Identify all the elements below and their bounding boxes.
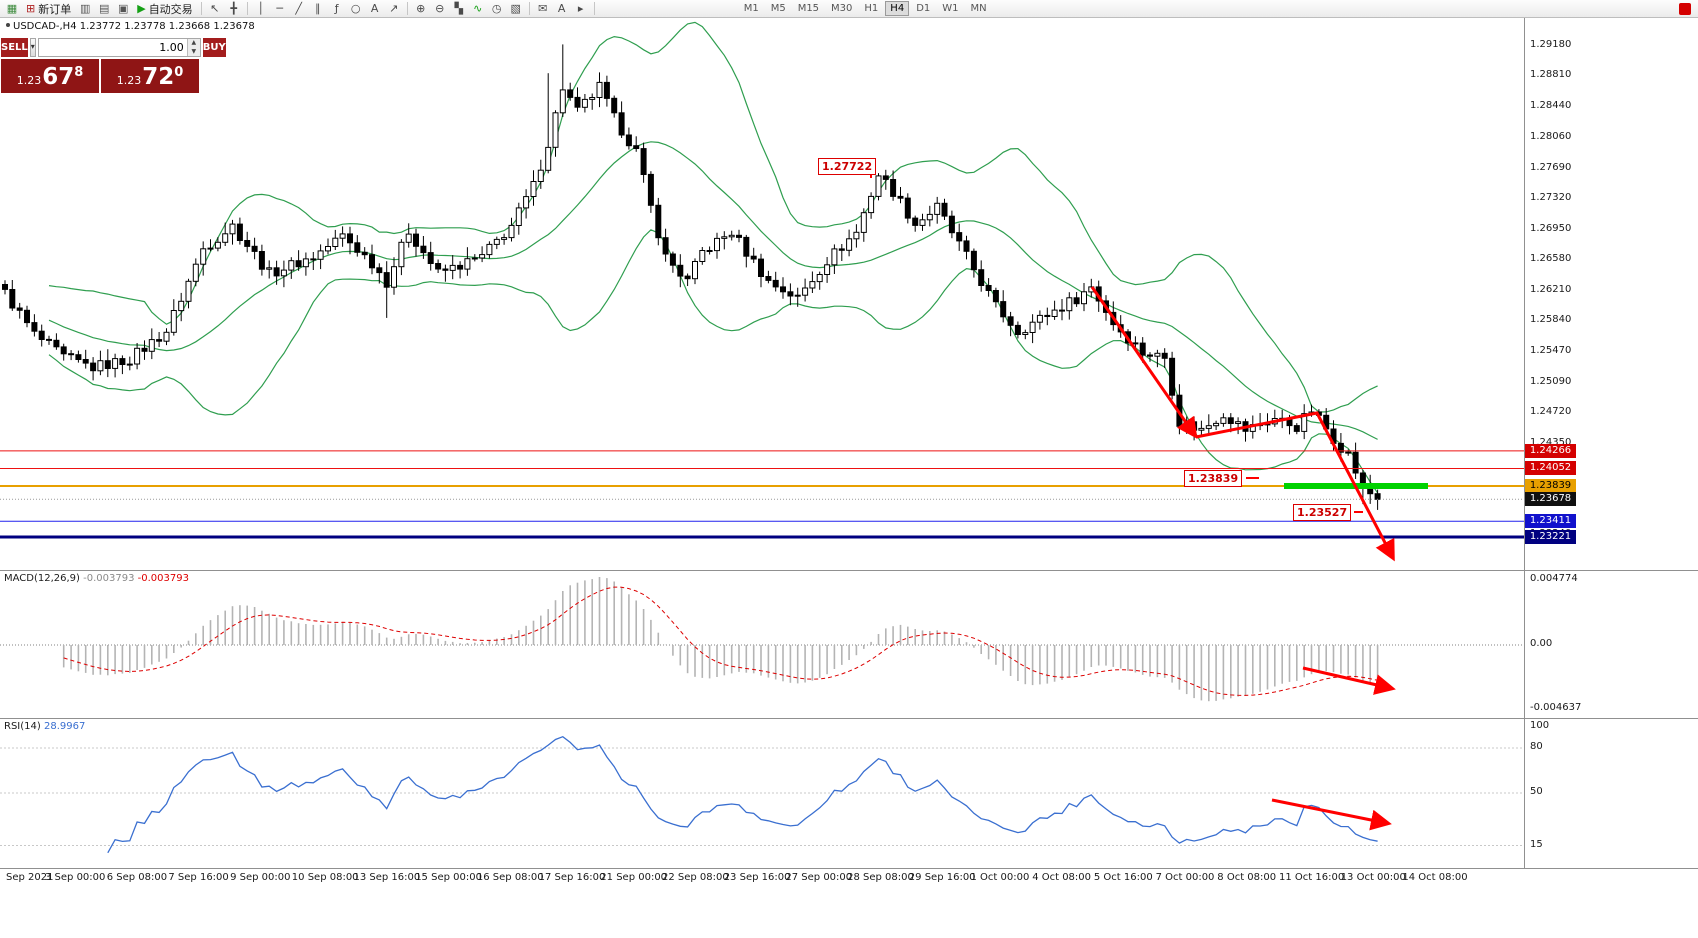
timeframe-m30[interactable]: M30 bbox=[831, 3, 853, 14]
timeframe-w1[interactable]: W1 bbox=[942, 3, 959, 14]
profiles-icon[interactable]: ▤ bbox=[99, 2, 110, 15]
templates-icon[interactable]: ▧ bbox=[510, 2, 521, 15]
rsi-indicator-label: RSI(14) 28.9967 bbox=[4, 721, 85, 732]
autotrade-button-label: 自动交易 bbox=[148, 2, 193, 16]
timeframe-m15[interactable]: M15 bbox=[797, 3, 820, 14]
trade-panel-controls: SELL ▾ ▲ ▼ BUY bbox=[1, 38, 226, 57]
text-tool-icon[interactable]: A bbox=[370, 2, 379, 15]
cursor-icon[interactable]: ↖ bbox=[210, 2, 220, 15]
new-order-button-label: 新订单 bbox=[38, 2, 72, 16]
mail-icon[interactable]: ✉ bbox=[538, 2, 548, 15]
toolbar-separator bbox=[406, 2, 408, 15]
tile-windows-icon[interactable]: ▚ bbox=[454, 2, 463, 15]
new-order-button[interactable]: ⊞ 新订单 bbox=[22, 1, 75, 16]
pointer-icon[interactable]: ▸ bbox=[577, 2, 584, 15]
horizontal-line-icon[interactable]: ─ bbox=[276, 2, 283, 15]
autotrade-icon: ▶ bbox=[137, 2, 146, 15]
vertical-line-icon[interactable]: │ bbox=[257, 2, 264, 15]
text-label-icon[interactable]: A bbox=[557, 2, 566, 15]
new-order-icon: ⊞ bbox=[26, 2, 36, 15]
autotrade-button[interactable]: ▶ 自动交易 bbox=[133, 1, 196, 16]
order-type-dropdown[interactable]: ▾ bbox=[29, 38, 36, 57]
macd-value-signal: -0.003793 bbox=[137, 573, 189, 584]
timeframe-h4[interactable]: H4 bbox=[885, 1, 910, 16]
sell-price-point: 8 bbox=[74, 65, 84, 80]
shapes-icon[interactable]: ○ bbox=[350, 2, 361, 15]
lot-spinner: ▲ ▼ bbox=[186, 39, 200, 56]
buy-price-prefix: 1.23 bbox=[116, 74, 142, 87]
fibonacci-icon[interactable]: ƒ bbox=[334, 2, 339, 15]
macd-indicator-label: MACD(12,26,9) -0.003793 -0.003793 bbox=[4, 573, 189, 584]
timeframe-m1[interactable]: M1 bbox=[743, 3, 759, 14]
charts-grid-icon[interactable]: ▥ bbox=[80, 2, 91, 15]
trendline-icon[interactable]: ╱ bbox=[295, 2, 302, 15]
timeframe-mn[interactable]: MN bbox=[970, 3, 987, 14]
one-click-trade-panel: SELL ▾ ▲ ▼ BUY 1.23 67 8 1.23 72 0 bbox=[1, 38, 226, 93]
macd-name: MACD(12,26,9) bbox=[4, 573, 80, 584]
buy-button[interactable]: BUY bbox=[202, 38, 226, 57]
rsi-name: RSI(14) bbox=[4, 721, 41, 732]
chevron-down-icon: ▾ bbox=[30, 42, 35, 51]
buy-price-box[interactable]: 1.23 72 0 bbox=[101, 59, 199, 93]
timeframe-m5[interactable]: M5 bbox=[770, 3, 786, 14]
toolbar-separator bbox=[200, 2, 202, 15]
zoom-out-icon[interactable]: ⊖ bbox=[435, 2, 445, 15]
sell-price-box[interactable]: 1.23 67 8 bbox=[1, 59, 99, 93]
toolbar-separator bbox=[593, 2, 595, 15]
toolbar-separator bbox=[528, 2, 530, 15]
lot-size-input[interactable] bbox=[38, 39, 187, 56]
toolbar-separator bbox=[246, 2, 248, 15]
indicators-icon[interactable]: ∿ bbox=[473, 2, 483, 15]
timeframe-d1[interactable]: D1 bbox=[916, 3, 931, 14]
trade-panel-prices: 1.23 67 8 1.23 72 0 bbox=[1, 59, 199, 93]
buy-price-pips: 72 bbox=[142, 64, 175, 90]
chart-ohlc-header: USDCAD-,H4 1.23772 1.23778 1.23668 1.236… bbox=[6, 21, 255, 32]
zoom-in-icon[interactable]: ⊕ bbox=[416, 2, 426, 15]
toolbar: ▦ ⊞ 新订单 ▥ ▤ ▣ ▶ 自动交易 ↖ ╋ │ ─ ╱ ∥ ƒ ○ A ↗ ⊕ ⊖ ▚ ∿ ◷ ▧ ✉ A ▸ M1 M5 M15 M… bbox=[0, 0, 1698, 18]
new-chart-icon[interactable]: ▦ bbox=[6, 2, 18, 15]
ohlc-text: USDCAD-,H4 1.23772 1.23778 1.23668 1.236… bbox=[13, 21, 255, 32]
timeframe-h1[interactable]: H1 bbox=[864, 3, 879, 14]
buy-price-point: 0 bbox=[174, 65, 184, 80]
lot-decrease-button[interactable]: ▼ bbox=[187, 47, 200, 56]
macd-value-main: -0.003793 bbox=[83, 573, 135, 584]
lot-size-field: ▲ ▼ bbox=[37, 38, 201, 57]
sell-button[interactable]: SELL bbox=[1, 38, 28, 57]
rsi-value: 28.9967 bbox=[43, 721, 86, 732]
symbol-bullet-icon bbox=[6, 23, 10, 27]
arrows-tool-icon[interactable]: ↗ bbox=[389, 2, 399, 15]
timeframe-switcher: M1 M5 M15 M30 H1 H4 D1 W1 MN bbox=[739, 1, 992, 16]
alert-icon[interactable] bbox=[1679, 2, 1691, 15]
sell-price-pips: 67 bbox=[42, 64, 75, 90]
crosshair-icon[interactable]: ╋ bbox=[230, 2, 237, 15]
period-icon[interactable]: ◷ bbox=[491, 2, 502, 15]
chart-list-icon[interactable]: ▣ bbox=[118, 2, 129, 15]
sell-price-prefix: 1.23 bbox=[16, 74, 42, 87]
equidistant-channel-icon[interactable]: ∥ bbox=[314, 2, 321, 15]
lot-increase-button[interactable]: ▲ bbox=[187, 39, 200, 48]
